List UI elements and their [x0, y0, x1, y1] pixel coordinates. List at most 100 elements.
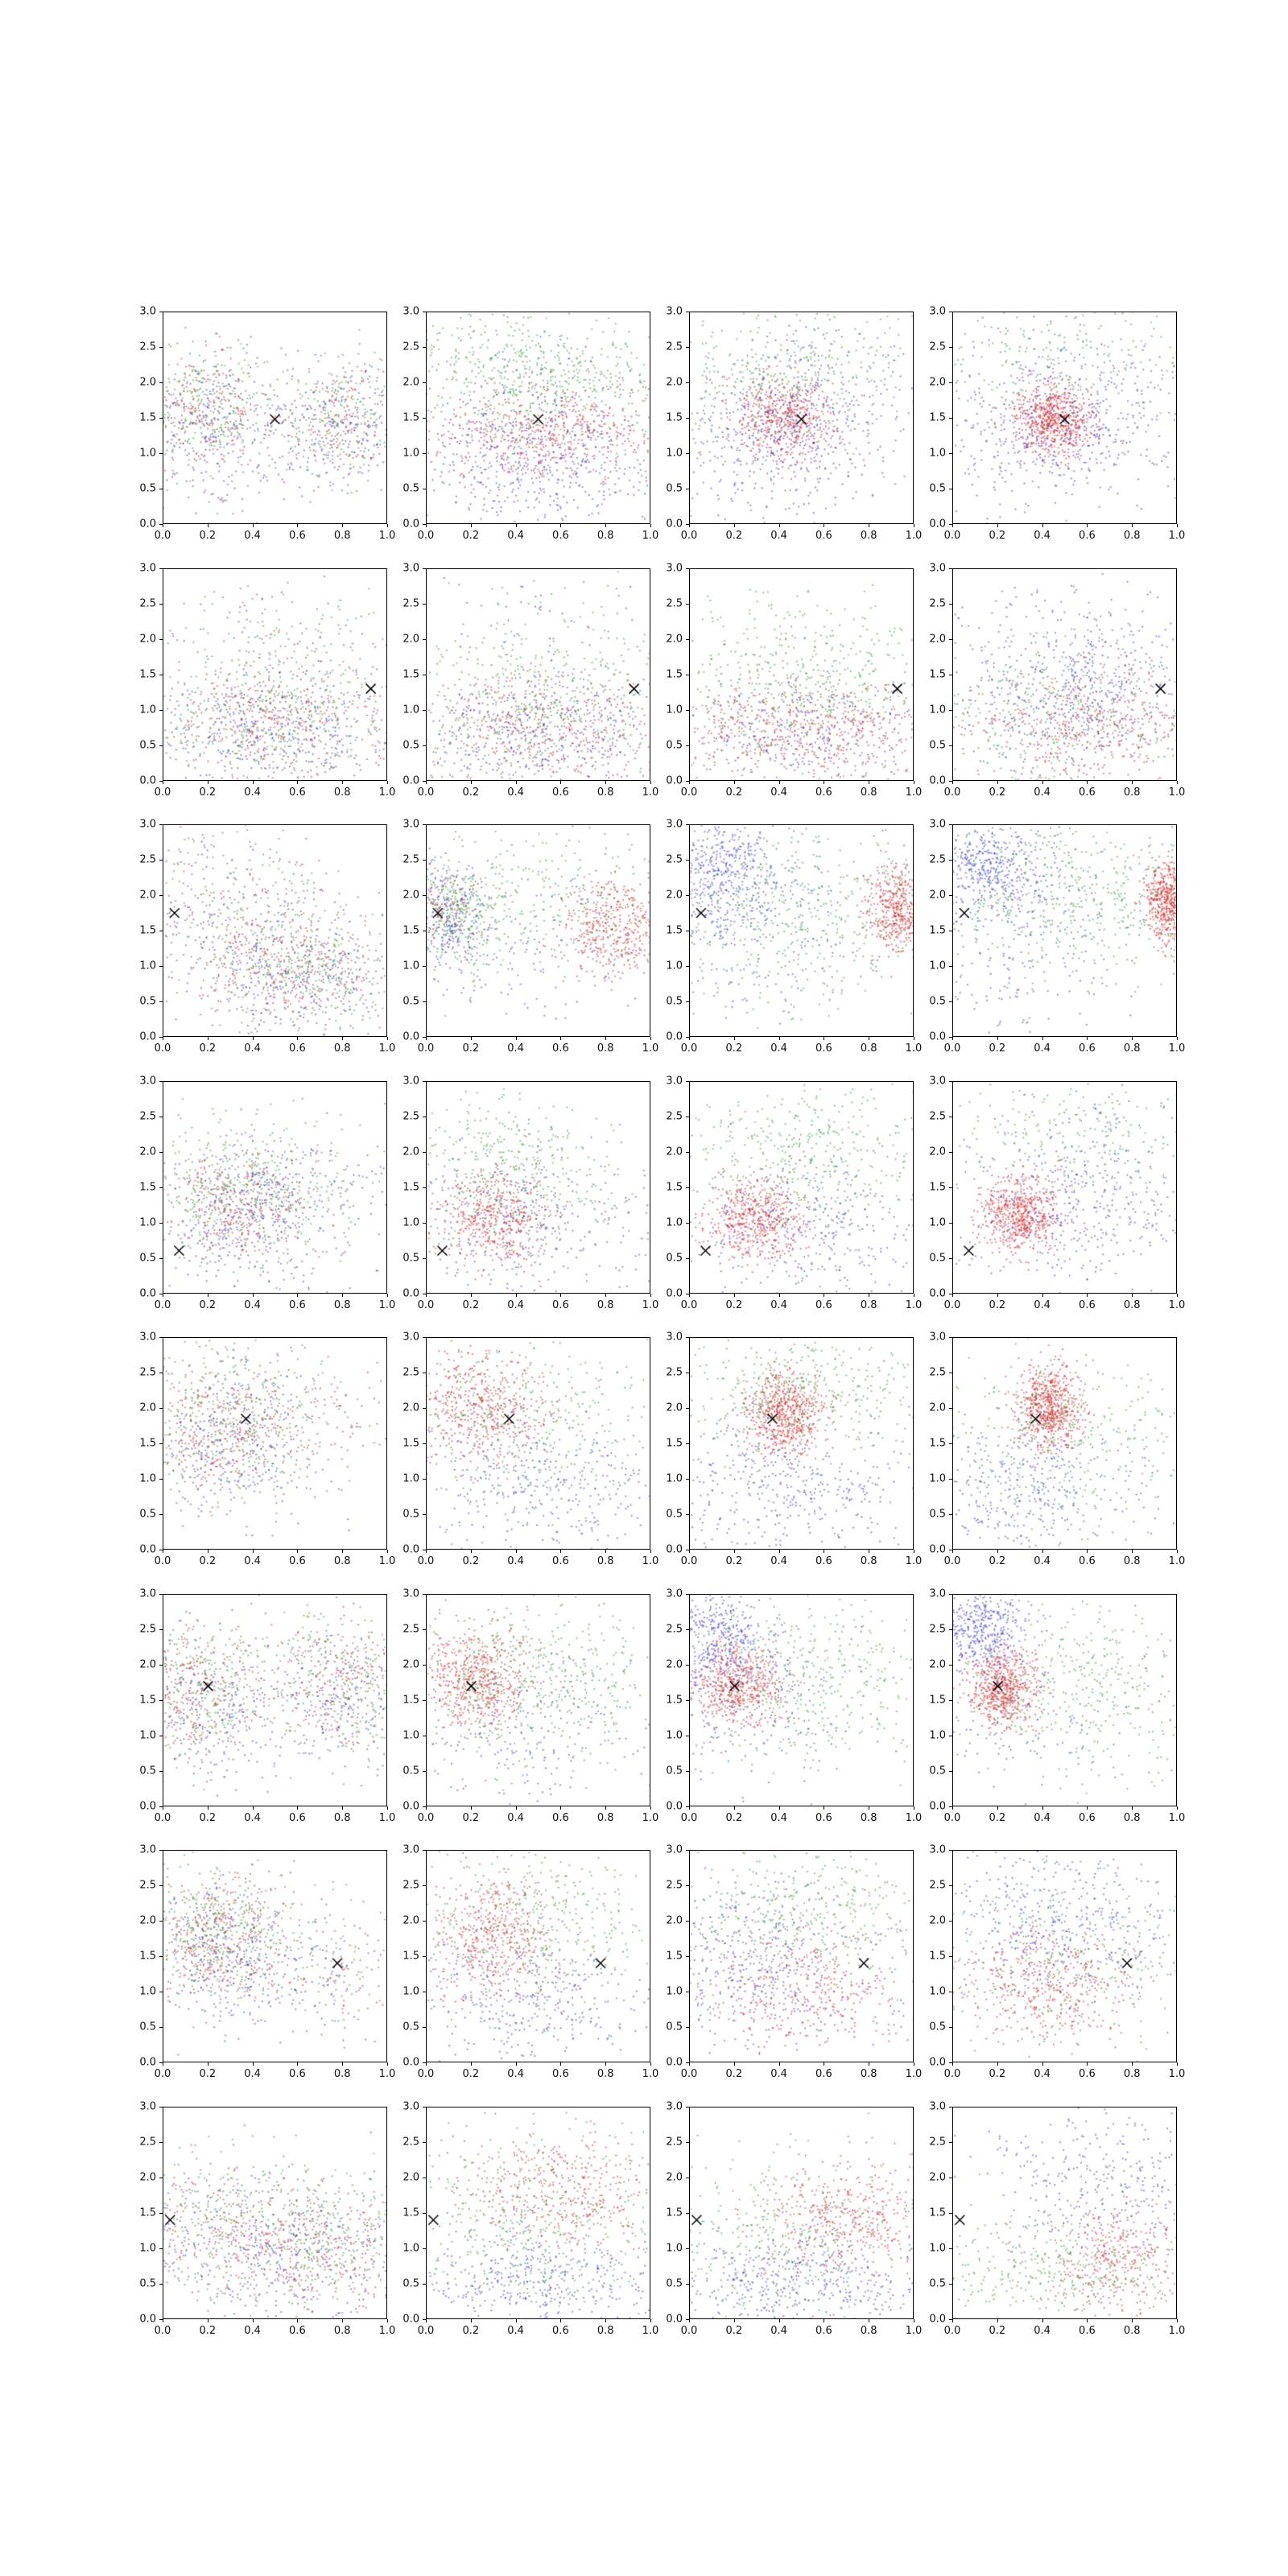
scatter-points-canvas [163, 1081, 386, 1293]
y-tick-mark [423, 1443, 426, 1444]
y-tick-mark [686, 1257, 689, 1259]
y-tick-mark [686, 745, 689, 746]
scatter-points-canvas [690, 1338, 913, 1549]
x-tick-label: 0.8 [1123, 2324, 1141, 2337]
y-tick-mark [949, 1806, 952, 1807]
x-tick-mark [1042, 1293, 1043, 1297]
axes-frame [952, 1080, 1177, 1294]
x-tick-label: 0.2 [199, 530, 217, 542]
x-tick-mark [252, 524, 254, 527]
x-tick-label: 0.0 [154, 2068, 171, 2080]
y-tick-mark [949, 1921, 952, 1922]
y-tick-label: 1.5 [139, 1950, 156, 1963]
x-tick-label: 0.4 [1034, 530, 1051, 542]
y-tick-mark [686, 2248, 689, 2249]
x-tick-label: 0.6 [552, 786, 569, 799]
x-tick-label: 0.0 [154, 1298, 171, 1311]
y-tick-label: 2.5 [139, 341, 156, 353]
x-tick-mark [650, 2062, 651, 2066]
y-tick-label: 1.5 [929, 1437, 946, 1450]
x-tick-mark [1087, 2318, 1088, 2322]
y-tick-mark [423, 524, 426, 525]
scatter-subplot: 0.0 0.2 0.4 0.6 0.8 1.0 0.0 0.5 1.0 1.5 2.0 2.5 3.0 [666, 2101, 922, 2336]
y-tick-mark [686, 1770, 689, 1772]
y-tick-label: 0.0 [666, 518, 683, 530]
axes-frame [426, 1850, 650, 2062]
y-tick-label: 1.5 [139, 668, 156, 680]
y-tick-label: 1.0 [402, 447, 419, 460]
y-tick-label: 1.5 [929, 411, 946, 424]
x-tick-mark [426, 1806, 427, 1810]
x-tick-label: 0.8 [1123, 2068, 1141, 2080]
y-tick-mark [949, 603, 952, 605]
scatter-subplot: 0.0 0.2 0.4 0.6 0.8 1.0 0.0 0.5 1.0 1.5 2.0 2.5 3.0 [929, 1075, 1185, 1311]
y-tick-mark [686, 382, 689, 383]
y-tick-mark [159, 1850, 163, 1851]
x-tick-label: 0.8 [1123, 1555, 1141, 1567]
x-tick-mark [1177, 524, 1178, 527]
y-tick-mark [159, 1885, 163, 1886]
x-tick-mark [997, 1037, 998, 1040]
y-tick-mark [423, 1593, 426, 1595]
x-tick-label: 0.0 [943, 1298, 961, 1311]
x-tick-mark [252, 2062, 254, 2066]
y-tick-label: 0.0 [666, 1800, 683, 1812]
scatter-subplot: 0.0 0.2 0.4 0.6 0.8 1.0 0.0 0.5 1.0 1.5 2.0 2.5 3.0 [666, 1845, 922, 2080]
x-tick-label: 0.8 [333, 1298, 351, 1311]
y-tick-mark [159, 603, 163, 605]
y-tick-label: 1.0 [666, 1216, 683, 1228]
x-tick-mark [560, 1037, 562, 1040]
y-tick-label: 1.5 [139, 1181, 156, 1193]
y-tick-label: 0.5 [929, 1508, 946, 1521]
x-tick-label: 1.0 [378, 786, 396, 799]
x-tick-label: 0.6 [289, 2068, 306, 2080]
y-tick-label: 3.0 [139, 562, 156, 574]
y-tick-label: 2.0 [666, 376, 683, 389]
x-tick-mark [778, 1550, 780, 1553]
scatter-points-canvas [427, 1081, 650, 1293]
axes-frame [689, 824, 914, 1037]
x-tick-label: 1.0 [905, 530, 923, 542]
y-tick-mark [159, 418, 163, 419]
x-tick-mark [387, 780, 388, 784]
y-tick-label: 3.0 [666, 1075, 683, 1087]
x-tick-label: 0.4 [1034, 1811, 1051, 1824]
x-tick-label: 0.4 [1034, 2324, 1051, 2337]
y-tick-label: 1.5 [139, 1437, 156, 1450]
y-tick-label: 3.0 [402, 818, 419, 831]
x-tick-label: 0.6 [815, 530, 832, 542]
x-tick-mark [426, 1293, 427, 1297]
x-tick-label: 0.6 [815, 1042, 832, 1055]
x-tick-label: 0.4 [770, 1555, 787, 1567]
scatter-points-canvas [427, 2107, 650, 2318]
axes-frame [689, 312, 914, 524]
x-tick-label: 0.6 [552, 1811, 569, 1824]
y-tick-label: 1.5 [929, 1181, 946, 1193]
scatter-points-canvas [163, 1338, 386, 1549]
y-tick-mark [949, 347, 952, 348]
y-tick-mark [949, 2248, 952, 2249]
x-tick-label: 0.8 [333, 1042, 351, 1055]
y-tick-label: 2.5 [929, 597, 946, 609]
y-tick-label: 0.0 [929, 774, 946, 786]
y-tick-label: 0.5 [402, 1765, 419, 1777]
y-tick-mark [686, 2212, 689, 2214]
axes-frame [689, 568, 914, 781]
y-tick-mark [423, 745, 426, 746]
y-tick-label: 0.5 [139, 2277, 156, 2289]
axes-frame [163, 1850, 387, 2062]
y-tick-mark [686, 1337, 689, 1338]
x-tick-label: 1.0 [642, 2068, 659, 2080]
x-tick-mark [560, 524, 562, 527]
x-tick-label: 0.2 [725, 2324, 743, 2337]
y-tick-mark [159, 1222, 163, 1224]
scatter-points-canvas [427, 312, 650, 523]
y-tick-label: 0.5 [139, 1508, 156, 1521]
x-tick-mark [689, 524, 690, 527]
y-tick-mark [159, 453, 163, 454]
x-tick-label: 1.0 [1168, 1298, 1186, 1311]
scatter-subplot: 0.0 0.2 0.4 0.6 0.8 1.0 0.0 0.5 1.0 1.5 2.0 2.5 3.0 [929, 1332, 1185, 1567]
y-tick-mark [949, 382, 952, 383]
x-tick-mark [1132, 2318, 1133, 2322]
axes-frame [426, 1337, 650, 1550]
